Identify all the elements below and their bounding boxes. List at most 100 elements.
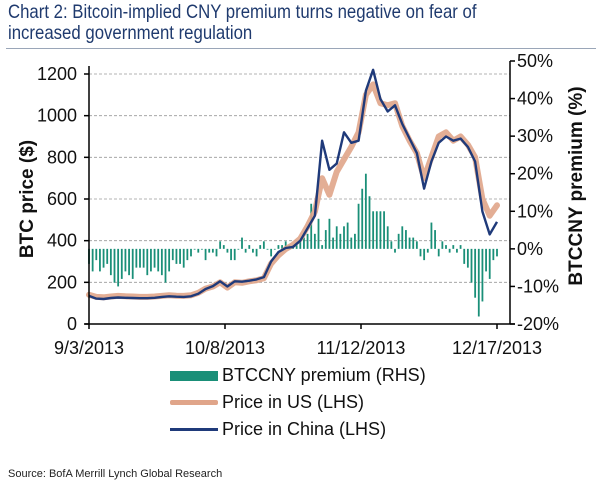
premium-bar <box>262 241 265 249</box>
chart-title-line-1: Chart 2: Bitcoin-implied CNY premium tur… <box>8 1 477 23</box>
legend-item-us: Price in US (LHS) <box>170 389 426 416</box>
premium-bar <box>201 248 203 250</box>
premium-bar <box>128 248 130 276</box>
legend-label-us: Price in US (LHS) <box>222 392 365 412</box>
gridlines <box>89 73 510 283</box>
right-tick-label: -20% <box>517 314 559 334</box>
premium-bar <box>277 245 280 249</box>
premium-bar <box>95 248 98 261</box>
right-tick-label: 0% <box>517 239 543 259</box>
source-note: Source: BofA Merrill Lynch Global Resear… <box>8 468 223 480</box>
premium-bar <box>281 245 283 249</box>
title-divider <box>6 48 596 49</box>
premium-bar <box>135 248 138 268</box>
premium-bar <box>208 248 211 253</box>
left-tick-label: 1200 <box>37 64 77 84</box>
premium-bar <box>383 211 385 249</box>
premium-bar <box>113 248 116 283</box>
premium-bar <box>394 248 396 253</box>
premium-bar <box>463 248 466 264</box>
premium-bar <box>332 237 334 249</box>
premium-bar <box>124 248 127 272</box>
premium-bar <box>310 203 313 249</box>
premium-bar <box>99 248 101 272</box>
premium-bar <box>481 248 484 302</box>
premium-bar <box>372 211 375 249</box>
x-tick-label: 10/8/2013 <box>185 338 265 358</box>
premium-bar <box>219 241 222 249</box>
premium-bar <box>317 218 320 249</box>
chart-title-line-2: increased government regulation <box>8 22 253 44</box>
premium-bar <box>193 248 196 250</box>
left-tick-label: 1000 <box>37 106 77 126</box>
premium-bar <box>470 248 473 283</box>
premium-bar <box>241 237 243 249</box>
axis-labels: 0 200 400 600 800 1000 1200 -20% -10% 0% 10% 20% 30%… <box>17 51 587 358</box>
premium-bar <box>175 248 178 264</box>
premium-bar <box>215 248 218 257</box>
right-tick-label: 40% <box>517 89 553 109</box>
premium-bar <box>448 248 451 253</box>
premium-bar <box>339 233 342 249</box>
premium-bar <box>437 248 440 257</box>
premium-bar <box>386 226 389 249</box>
premium-bar <box>328 218 331 249</box>
premium-bar <box>492 248 495 261</box>
premium-bar <box>485 248 487 272</box>
premium-bar <box>273 248 276 250</box>
premium-bar <box>91 248 94 272</box>
premium-bar <box>171 248 174 261</box>
premium-bar <box>441 241 444 249</box>
premium-bar <box>266 248 269 250</box>
premium-bar <box>295 245 298 249</box>
premium-bar <box>179 248 181 264</box>
premium-bar <box>361 188 364 249</box>
premium-bar <box>415 241 418 249</box>
premium-bar <box>357 203 360 249</box>
premium-bar <box>375 211 378 249</box>
left-axis-title: BTC price ($) <box>17 140 38 258</box>
right-axis-title: BTCCNY premium (%) <box>566 86 587 285</box>
x-tick-label: 12/17/2013 <box>452 338 542 358</box>
premium-bar <box>423 248 426 261</box>
premium-bar <box>430 222 433 249</box>
premium-bar <box>186 248 189 261</box>
premium-bar <box>324 230 327 249</box>
left-tick-label: 0 <box>67 314 77 334</box>
right-tick-label: 10% <box>517 201 553 221</box>
premium-bar <box>252 248 254 253</box>
premium-bar <box>182 248 185 268</box>
premium-bar <box>397 233 400 249</box>
premium-bar <box>343 226 345 249</box>
premium-bar <box>222 245 225 249</box>
premium-bar <box>434 230 436 249</box>
premium-bar <box>488 248 491 279</box>
legend-swatch-us <box>170 400 218 405</box>
premium-bar <box>164 248 167 283</box>
premium-bar <box>477 248 480 317</box>
premium-bar <box>109 248 112 276</box>
premium-bar <box>426 248 429 253</box>
premium-bar <box>168 248 171 272</box>
premium-bar <box>142 248 145 268</box>
right-tick-label: -10% <box>517 276 559 296</box>
premium-bar <box>117 248 120 287</box>
premium-bar <box>419 248 422 257</box>
price-lines <box>86 68 500 301</box>
premium-bar <box>466 248 469 268</box>
premium-bar <box>335 226 338 249</box>
premium-bar <box>346 222 349 249</box>
premium-bar <box>233 248 236 261</box>
premium-bar <box>474 248 477 298</box>
legend-item-china: Price in China (LHS) <box>170 416 426 443</box>
premium-bar <box>131 248 134 279</box>
premium-bar <box>313 233 316 249</box>
premium-bar <box>350 237 353 249</box>
premium-bar <box>368 196 371 249</box>
legend-item-premium: BTCCNY premium (RHS) <box>170 362 426 389</box>
premium-bar <box>445 245 447 249</box>
premium-bar <box>299 241 302 249</box>
premium-bar <box>230 248 232 261</box>
premium-bar <box>255 248 258 257</box>
